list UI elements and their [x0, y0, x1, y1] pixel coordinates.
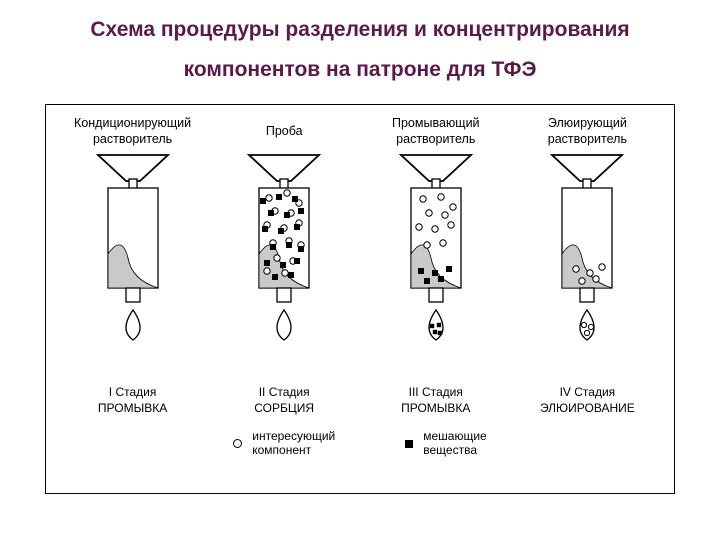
stage-3: Промывающийрастворитель III СтадияПРОМЫВК…	[361, 115, 511, 416]
legend-item-square: мешающиевещества	[405, 430, 486, 458]
cartridge-icon	[229, 153, 339, 373]
stage-1: Кондиционирующийрастворитель I СтадияПРОМ…	[58, 115, 208, 416]
stage-top-label: Элюирующийрастворитель	[548, 115, 627, 149]
cartridge-icon	[381, 153, 491, 373]
stage-top-label: Проба	[266, 115, 303, 149]
title-line-1: Схема процедуры разделения и концентриро…	[0, 18, 720, 42]
stage-top-label: Кондиционирующийрастворитель	[74, 115, 191, 149]
stage-bottom-label: II СтадияСОРБЦИЯ	[254, 385, 314, 416]
stage-bottom-label: III СтадияПРОМЫВКА	[401, 385, 470, 416]
stage-2: Проба II СтадияСОРБЦИЯ	[209, 115, 359, 416]
legend-circle-label: интересующийкомпонент	[252, 430, 335, 458]
title-line-2: компонентов на патроне для ТФЭ	[0, 58, 720, 82]
legend-item-circle: интересующийкомпонент	[233, 430, 335, 458]
cartridge-icon	[532, 153, 642, 373]
square-icon	[405, 440, 413, 448]
stages-row: Кондиционирующийрастворитель I СтадияПРОМ…	[46, 105, 674, 416]
circle-icon	[233, 439, 242, 448]
stage-bottom-label: IV СтадияЭЛЮИРОВАНИЕ	[540, 385, 635, 416]
stage-4: Элюирующийрастворитель IV СтадияЭЛЮИРОВАН…	[512, 115, 662, 416]
cartridge-icon	[78, 153, 188, 373]
legend-square-label: мешающиевещества	[423, 430, 486, 458]
stage-bottom-label: I СтадияПРОМЫВКА	[98, 385, 167, 416]
diagram-container: Кондиционирующийрастворитель I СтадияПРОМ…	[45, 104, 675, 494]
diagram-title: Схема процедуры разделения и концентриро…	[0, 0, 720, 82]
legend: интересующийкомпонент мешающиевещества	[46, 430, 674, 458]
stage-top-label: Промывающийрастворитель	[392, 115, 480, 149]
